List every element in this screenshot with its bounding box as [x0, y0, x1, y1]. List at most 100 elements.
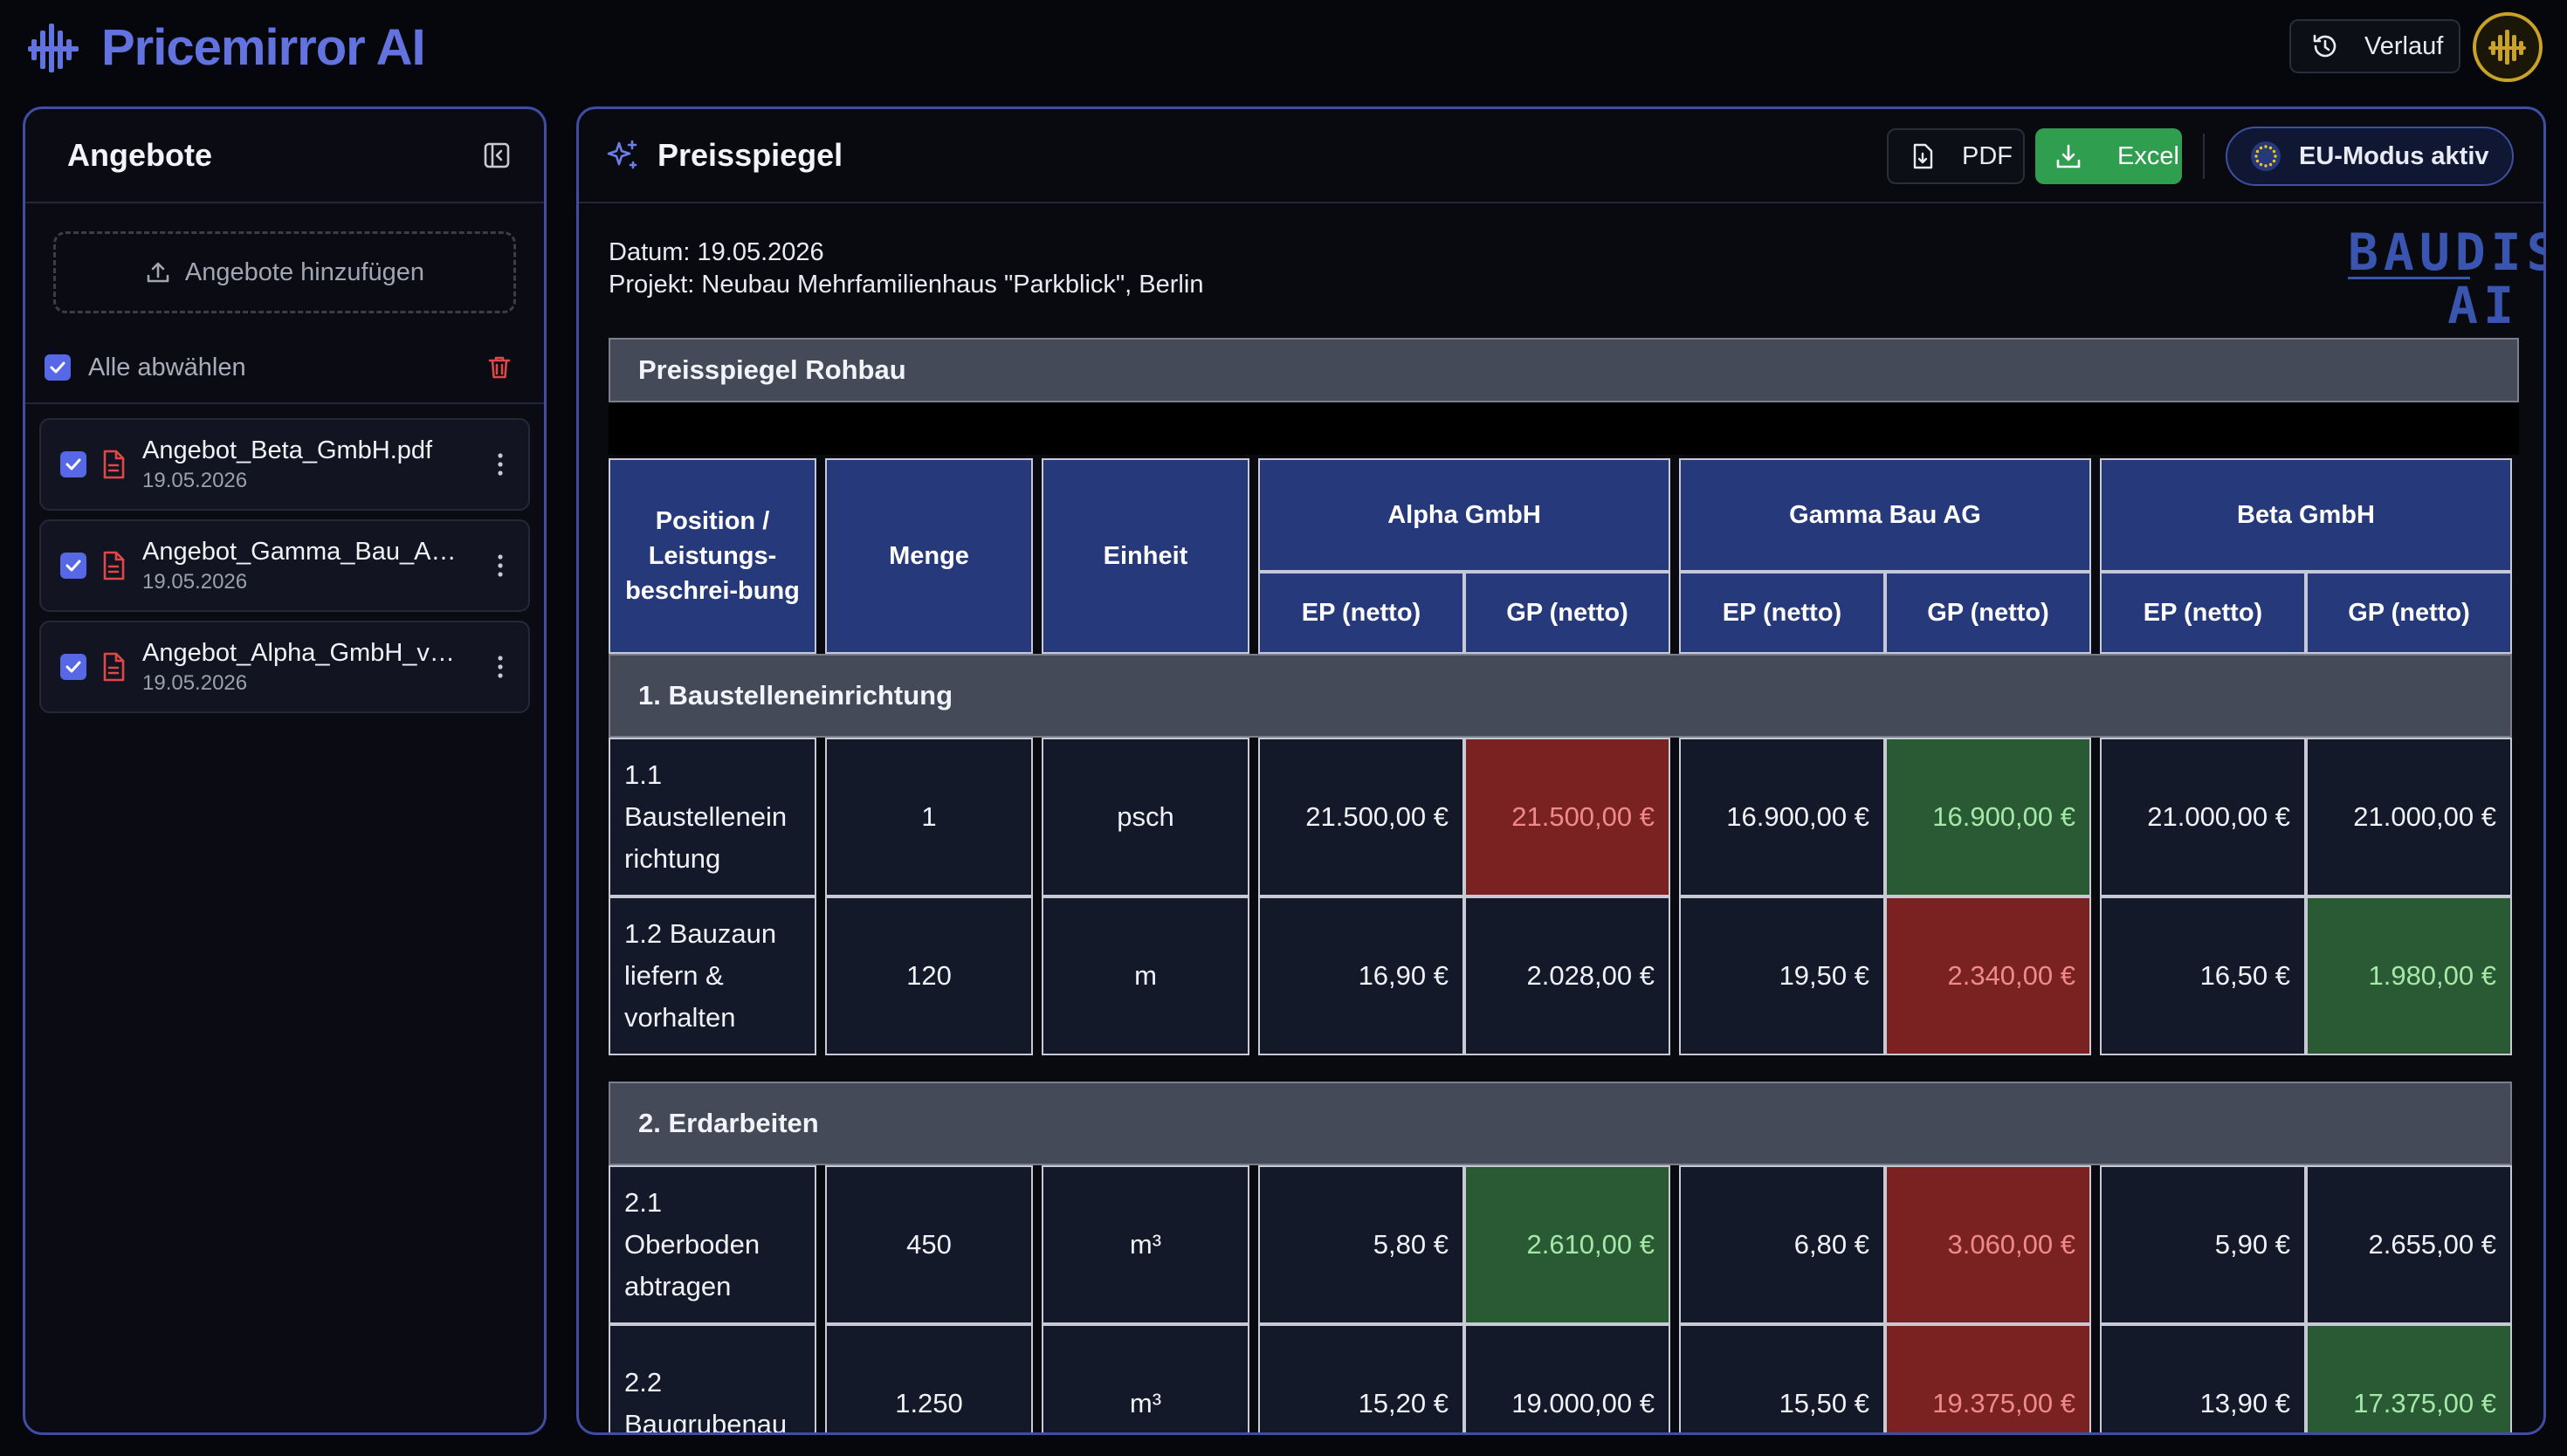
more-options-icon[interactable] — [493, 551, 507, 580]
file-checkbox[interactable] — [60, 553, 86, 579]
price-cell: 5,90 € — [2100, 1165, 2306, 1324]
group-header: 2. Erdarbeiten — [609, 1082, 2512, 1165]
price-cell: 6,80 € — [1679, 1165, 1885, 1324]
price-cell-highest: 21.500,00 € — [1464, 738, 1670, 896]
price-cell: 16.900,00 € — [1679, 738, 1885, 896]
header-ep: EP (netto) — [1679, 572, 1885, 654]
price-cell: 19,50 € — [1679, 896, 1885, 1055]
price-cell: 21.000,00 € — [2100, 738, 2306, 896]
brand-logo-bottom: AI — [2447, 276, 2519, 335]
more-options-icon[interactable] — [493, 450, 507, 479]
add-offers-label: Angebote hinzufügen — [184, 258, 425, 286]
table-row: 2.2 Baugrubenau 1.250 m³ 15,20 € 19.000,… — [609, 1324, 2512, 1432]
file-date: 19.05.2026 — [142, 468, 248, 492]
header-gp: GP (netto) — [1885, 572, 2091, 654]
pdf-file-icon — [103, 450, 125, 479]
excel-label: Excel — [2117, 141, 2179, 170]
panel-header: Preisspiegel PDF Excel — [579, 109, 2543, 203]
header-unit: Einheit — [1042, 458, 1249, 654]
file-name: Angebot_Gamma_Bau_AG.pdf — [142, 537, 457, 566]
position-cell: 2.2 Baugrubenau — [609, 1324, 816, 1432]
brand-logo-top: BAUDIS — [2348, 223, 2546, 282]
position-cell: 1.1 Baustellenein richtung — [609, 738, 816, 896]
offers-sidebar: Angebote Angebote hinzufügen Alle abwähl… — [23, 106, 547, 1435]
unit-cell: m — [1042, 896, 1249, 1055]
price-cell: 16,50 € — [2100, 896, 2306, 1055]
quantity-cell: 1.250 — [825, 1324, 1033, 1432]
avatar-logo-icon — [2488, 30, 2526, 65]
table-row: 1.1 Baustellenein richtung 1 psch 21.500… — [609, 738, 2512, 896]
pdf-label: PDF — [1962, 141, 2013, 170]
table-row: 2.1 Oberboden abtragen 450 m³ 5,80 € 2.6… — [609, 1165, 2512, 1324]
price-comparison-panel: Preisspiegel PDF Excel — [576, 106, 2546, 1435]
header-gp: GP (netto) — [2306, 572, 2512, 654]
price-cell: 21.000,00 € — [2306, 738, 2512, 896]
file-checkbox[interactable] — [60, 654, 86, 680]
sidebar-header: Angebote — [25, 109, 544, 203]
price-cell-lowest: 1.980,00 € — [2306, 896, 2512, 1055]
export-excel-button[interactable]: Excel — [2035, 128, 2182, 184]
price-cell-lowest: 2.610,00 € — [1464, 1165, 1670, 1324]
file-date: 19.05.2026 — [142, 569, 248, 594]
document-date: Datum: 19.05.2026 — [609, 238, 824, 266]
eu-mode-toggle[interactable]: EU-Modus aktiv — [2226, 127, 2514, 186]
file-name: Angebot_Alpha_GmbH_v1.pdf — [142, 638, 457, 667]
price-cell: 5,80 € — [1258, 1165, 1464, 1324]
price-cell-highest: 3.060,00 € — [1885, 1165, 2091, 1324]
header-position: Position / Leistungs-beschrei-bung — [609, 458, 816, 654]
price-comparison-table: Position / Leistungs-beschrei-bung Menge… — [609, 458, 2512, 1432]
history-icon — [2313, 34, 2336, 58]
select-all-label[interactable]: Alle abwählen — [88, 353, 246, 381]
history-button[interactable]: Verlauf — [2289, 19, 2460, 73]
check-icon — [65, 560, 81, 572]
trash-icon[interactable] — [485, 353, 514, 382]
app-name: Pricemirror AI — [101, 18, 426, 76]
unit-cell: m³ — [1042, 1165, 1249, 1324]
eu-flag-icon — [2251, 141, 2281, 171]
select-all-checkbox[interactable] — [45, 354, 71, 381]
header-gp: GP (netto) — [1464, 572, 1670, 654]
position-cell: 1.2 Bauzaun liefern & vorhalten — [609, 896, 816, 1055]
price-cell-highest: 19.375,00 € — [1885, 1324, 2091, 1432]
price-cell-highest: 2.340,00 € — [1885, 896, 2091, 1055]
header-divider — [2203, 134, 2205, 179]
table-row: 1.2 Bauzaun liefern & vorhalten 120 m 16… — [609, 896, 2512, 1055]
select-all-row: Alle abwählen — [25, 333, 544, 404]
quantity-cell: 1 — [825, 738, 1033, 896]
header-bidder-gamma: Gamma Bau AG — [1679, 458, 2091, 572]
collapse-sidebar-icon[interactable] — [483, 141, 511, 169]
sidebar-title: Angebote — [67, 137, 212, 173]
file-name: Angebot_Beta_GmbH.pdf — [142, 436, 433, 464]
history-label: Verlauf — [2364, 31, 2444, 60]
header-ep: EP (netto) — [2100, 572, 2306, 654]
add-offers-button[interactable]: Angebote hinzufügen — [53, 231, 516, 313]
export-pdf-button[interactable]: PDF — [1887, 128, 2025, 184]
brand-logo: BAUDIS AI — [2348, 223, 2546, 335]
more-options-icon[interactable] — [493, 652, 507, 682]
brand-logo-rule — [2348, 277, 2470, 279]
price-cell: 15,50 € — [1679, 1324, 1885, 1432]
download-icon — [2056, 144, 2081, 168]
project-name: Projekt: Neubau Mehrfamilienhaus "Parkbl… — [609, 271, 1204, 299]
file-checkbox[interactable] — [60, 451, 86, 477]
file-item[interactable]: Angebot_Beta_GmbH.pdf 19.05.2026 — [39, 418, 530, 511]
unit-cell: m³ — [1042, 1324, 1249, 1432]
file-item[interactable]: Angebot_Alpha_GmbH_v1.pdf 19.05.2026 — [39, 621, 530, 713]
quantity-cell: 450 — [825, 1165, 1033, 1324]
user-avatar[interactable] — [2473, 12, 2543, 82]
check-icon — [65, 661, 81, 673]
sparkle-icon — [607, 140, 637, 169]
top-bar: Pricemirror AI Verlauf — [0, 0, 2567, 96]
price-cell: 16,90 € — [1258, 896, 1464, 1055]
app-logo[interactable]: Pricemirror AI — [28, 18, 426, 76]
unit-cell: psch — [1042, 738, 1249, 896]
header-quantity: Menge — [825, 458, 1033, 654]
file-item[interactable]: Angebot_Gamma_Bau_AG.pdf 19.05.2026 — [39, 519, 530, 612]
section-title: Preisspiegel Rohbau — [609, 338, 2519, 402]
price-cell: 19.000,00 € — [1464, 1324, 1670, 1432]
pdf-file-icon — [103, 551, 125, 580]
price-cell: 21.500,00 € — [1258, 738, 1464, 896]
file-list: Angebot_Beta_GmbH.pdf 19.05.2026 Angebot… — [25, 404, 544, 713]
price-cell: 15,20 € — [1258, 1324, 1464, 1432]
file-date: 19.05.2026 — [142, 670, 248, 695]
